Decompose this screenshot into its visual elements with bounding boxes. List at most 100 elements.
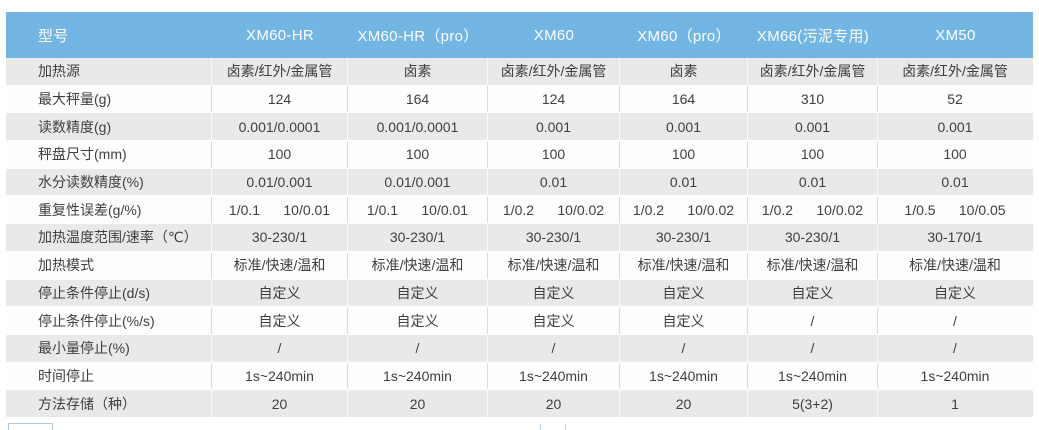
row-label: 最大秤量(g) <box>6 85 212 113</box>
table-cell: 52 <box>947 91 963 108</box>
table-cell: 1s~240min <box>212 362 348 390</box>
table-cell: 0.01 <box>941 174 969 191</box>
table-cell: 20 <box>488 390 620 417</box>
table-cell: 1/0.2 10/0.02 <box>488 196 620 224</box>
table-cell: 自定义 <box>212 307 348 334</box>
table-cell: 卤素/红外/金属管 <box>488 58 620 85</box>
table-cell: 卤素/红外/金属管 <box>748 58 878 85</box>
table-cell: 1/0.5 10/0.05 <box>904 201 1006 218</box>
table-cell: 164 <box>348 85 488 113</box>
row-label: 最小量停止(%) <box>6 334 212 362</box>
row-label: 停止条件停止(d/s) <box>6 279 212 307</box>
table-cell: 0.001 <box>748 113 878 141</box>
table-cell: 标准/快速/温和 <box>212 251 348 279</box>
row-label: 读数精度(g) <box>6 113 212 141</box>
table-cell: 0.001 <box>620 113 748 141</box>
table-cell: / <box>212 334 348 362</box>
table-cell: 0.01 <box>748 168 878 196</box>
table-cell: 20 <box>348 390 488 417</box>
row-label: 加热模式 <box>6 251 212 279</box>
table-cell: 卤素 <box>348 58 488 85</box>
header-cell-model: XM66(污泥专用) <box>756 27 870 45</box>
table-cell: 5(3+2) <box>748 390 878 417</box>
row-label: 重复性误差(g/%) <box>6 196 212 224</box>
table-row: 水分读数精度(%) 0.01/0.001 0.01/0.001 0.01 0.01 0.0… <box>6 168 1033 197</box>
table-cell: 0.01/0.001 <box>212 168 348 196</box>
table-cell: / <box>748 334 878 362</box>
header-cell-model: XM60-HR（pro） <box>357 27 479 45</box>
table-cell: 标准/快速/温和 <box>909 257 1001 274</box>
table-cell: 自定义 <box>934 284 976 301</box>
table-row: 重复性误差(g/%) 1/0.1 10/0.01 1/0.1 10/0.01 1/0.… <box>6 196 1033 225</box>
cutoff-border-stub <box>565 424 566 430</box>
header-cell-model: XM60-HR <box>246 26 314 44</box>
table-cell: 30-230/1 <box>488 224 620 251</box>
table-cell: / <box>953 340 957 357</box>
table-cell: 自定义 <box>620 307 748 334</box>
table-cell: 100 <box>943 146 967 163</box>
table-cell: 124 <box>212 85 348 113</box>
row-label: 停止条件停止(%/s) <box>6 307 212 334</box>
table-cell: 标准/快速/温和 <box>348 251 488 279</box>
table-cell: / <box>488 334 620 362</box>
table-cell: 100 <box>348 141 488 168</box>
spec-table: 型号 XM60-HR XM60-HR（pro） XM60 XM60（pro） XM66(污… <box>6 12 1033 418</box>
table-cell: 20 <box>620 390 748 417</box>
table-cell: 0.001/0.0001 <box>212 113 348 141</box>
header-cell-model: XM60（pro） <box>637 27 731 45</box>
table-row: 读数精度(g) 0.001/0.0001 0.001/0.0001 0.001 0.00… <box>6 113 1033 142</box>
table-cell: 自定义 <box>488 279 620 307</box>
table-cell: 卤素/红外/金属管 <box>902 63 1008 80</box>
table-cell: 30-230/1 <box>348 224 488 251</box>
table-cell: 1/0.1 10/0.01 <box>348 196 488 224</box>
table-cell: 30-170/1 <box>927 229 983 246</box>
table-cell: 自定义 <box>748 279 878 307</box>
table-cell: 1s~240min <box>920 367 990 384</box>
table-cell: / <box>620 334 748 362</box>
table-cell: 0.01 <box>620 168 748 196</box>
table-cell: 1 <box>951 395 959 412</box>
row-label: 水分读数精度(%) <box>6 168 212 196</box>
table-row: 最大秤量(g) 124 164 124 164 310 52 <box>6 85 1033 114</box>
cutoff-border-stub <box>540 424 541 430</box>
table-cell: 0.001 <box>488 113 620 141</box>
table-cell: 标准/快速/温和 <box>620 251 748 279</box>
table-cell: 100 <box>620 141 748 168</box>
header-cell-model-label: 型号 <box>38 27 69 45</box>
table-cell: 卤素/红外/金属管 <box>212 58 348 85</box>
table-cell: 100 <box>212 141 348 168</box>
cutoff-next-element-corner <box>8 423 53 430</box>
header-cell-model: XM50 <box>935 26 976 44</box>
table-cell: 标准/快速/温和 <box>748 251 878 279</box>
row-label: 加热温度范围/速率（℃） <box>6 224 212 251</box>
table-row: 最小量停止(%) / / / / / / <box>6 334 1033 363</box>
table-row: 加热温度范围/速率（℃） 30-230/1 30-230/1 30-230/1 30-2… <box>6 224 1033 252</box>
table-cell: 自定义 <box>212 279 348 307</box>
table-cell: 0.01 <box>488 168 620 196</box>
row-label: 加热源 <box>6 58 212 85</box>
table-cell: 124 <box>488 85 620 113</box>
table-cell: 1s~240min <box>620 362 748 390</box>
table-cell: 0.001 <box>937 118 973 135</box>
table-cell: 1/0.2 10/0.02 <box>748 196 878 224</box>
table-row: 停止条件停止(d/s) 自定义 自定义 自定义 自定义 自定义 自定义 <box>6 279 1033 308</box>
table-cell: 0.001/0.0001 <box>348 113 488 141</box>
table-cell: 0.01/0.001 <box>348 168 488 196</box>
table-cell: 1/0.2 10/0.02 <box>620 196 748 224</box>
row-label: 秤盘尺寸(mm) <box>6 141 212 168</box>
table-row: 时间停止 1s~240min 1s~240min 1s~240min 1s~240min… <box>6 362 1033 391</box>
table-cell: 自定义 <box>348 307 488 334</box>
spec-table-body: 加热源 卤素/红外/金属管 卤素 卤素/红外/金属管 卤素 卤素/红外/金属管 卤素/红外/… <box>6 58 1033 418</box>
table-cell: 卤素 <box>620 58 748 85</box>
table-row: 加热模式 标准/快速/温和 标准/快速/温和 标准/快速/温和 标准/快速/温和 标准/快… <box>6 251 1033 280</box>
table-cell: 自定义 <box>620 279 748 307</box>
table-cell: 310 <box>748 85 878 113</box>
table-cell: 自定义 <box>488 307 620 334</box>
table-cell: 1/0.1 10/0.01 <box>212 196 348 224</box>
table-cell: 1s~240min <box>748 362 878 390</box>
row-label: 方法存储（种） <box>6 390 212 417</box>
table-cell: 1s~240min <box>348 362 488 390</box>
spec-table-header: 型号 XM60-HR XM60-HR（pro） XM60 XM60（pro） XM66(污… <box>6 12 1033 58</box>
table-row: 方法存储（种） 20 20 20 20 5(3+2) 1 <box>6 390 1033 418</box>
table-row: 加热源 卤素/红外/金属管 卤素 卤素/红外/金属管 卤素 卤素/红外/金属管 卤素/红外/… <box>6 58 1033 86</box>
